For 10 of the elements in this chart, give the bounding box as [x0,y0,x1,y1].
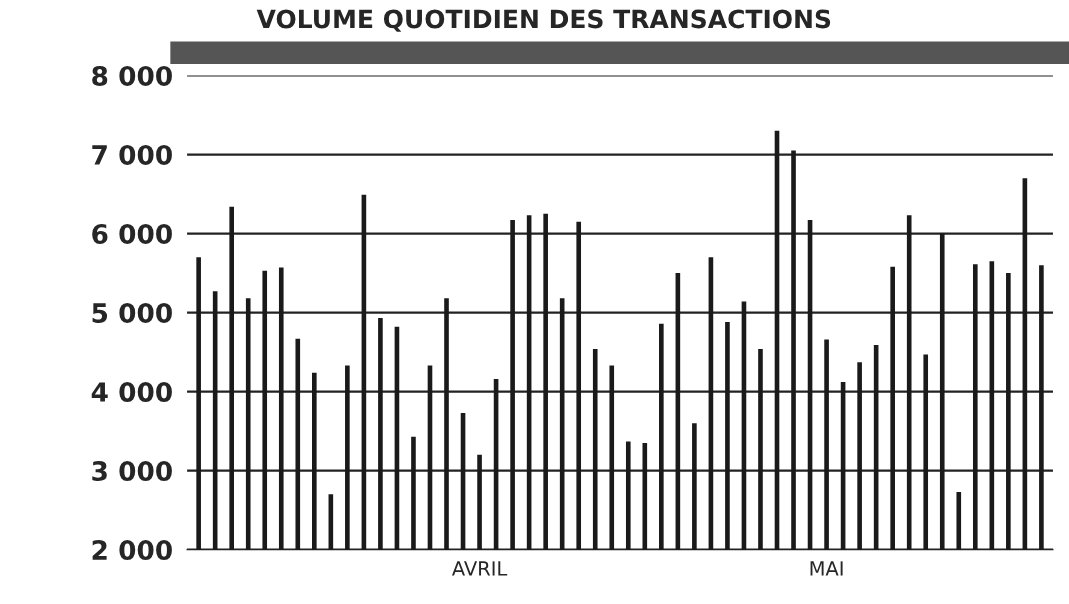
y-tick-label: 6 000 [92,223,172,244]
y-tick-label: 5 000 [92,303,172,323]
y-tick-label: 4 000 [91,382,172,402]
x-tick-label: AVRIL [451,561,508,576]
chart-title: VOLUME QUOTIDIEN DES TRANSACTIONS [256,9,831,32]
y-tick-label: 2 000 [92,540,172,561]
y-tick-label: 3 000 [92,461,172,482]
x-tick-label: MAI [810,561,843,576]
y-tick-label: 8 000 [92,65,172,86]
y-tick-label: 7 000 [92,144,172,165]
